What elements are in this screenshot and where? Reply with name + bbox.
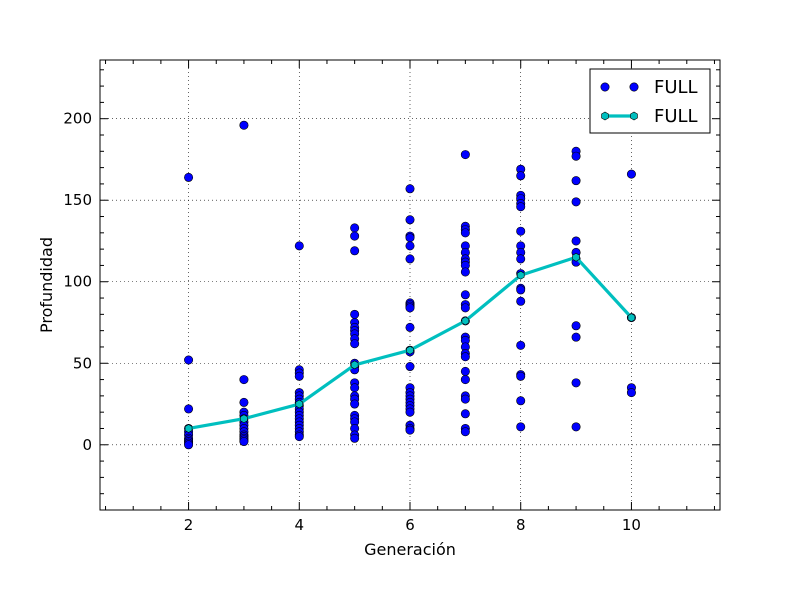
line-marker (572, 252, 580, 262)
y-axis-label: Profundidad (37, 237, 56, 333)
scatter-point (350, 309, 360, 319)
scatter-point (460, 290, 470, 300)
scatter-point (184, 172, 194, 182)
scatter-point (460, 228, 470, 238)
scatter-point (571, 176, 581, 186)
scatter-point (350, 339, 360, 349)
x-tick-label: 6 (405, 516, 415, 534)
scatter-point (516, 371, 526, 381)
scatter-point (239, 375, 249, 385)
scatter-point (350, 231, 360, 241)
scatter-point (460, 409, 470, 419)
scatter-point (405, 241, 415, 251)
scatter-point (350, 246, 360, 256)
legend-entry-scatter: FULL (600, 77, 698, 98)
scatter-point (405, 425, 415, 435)
scatter-point (516, 296, 526, 306)
scatter-point (184, 404, 194, 414)
scatter-point (571, 321, 581, 331)
legend-box (589, 68, 711, 134)
line-marker (461, 316, 470, 326)
scatter-point (626, 388, 636, 398)
scatter-point (571, 422, 581, 432)
scatter-point (405, 362, 415, 372)
scatter-point (294, 371, 304, 381)
scatter-point (626, 169, 636, 179)
legend: FULL FULL (589, 68, 711, 134)
legend-marker (600, 82, 610, 92)
scatter-point (571, 197, 581, 207)
scatter-point (460, 150, 470, 160)
line-marker (184, 424, 193, 433)
x-axis-label: Generación (364, 540, 456, 559)
scatter-point (350, 223, 360, 233)
line-marker (240, 414, 248, 424)
scatter-point (239, 120, 249, 130)
scatter-point (460, 352, 470, 362)
x-tick-label: 10 (622, 516, 641, 534)
scatter-point (405, 254, 415, 264)
scatter-point (571, 332, 581, 342)
scatter-point (239, 397, 249, 407)
scatter-point (405, 303, 415, 313)
scatter-point (294, 432, 304, 442)
scatter-point (350, 383, 360, 393)
x-tick-label: 4 (295, 516, 305, 534)
scatter-point (239, 437, 249, 447)
scatter-point (405, 322, 415, 332)
legend-marker (629, 82, 639, 92)
scatter-point (516, 202, 526, 212)
y-tick-label: 100 (63, 273, 92, 291)
x-tick-label: 2 (184, 516, 194, 534)
scatter-point (516, 396, 526, 406)
scatter-point (350, 433, 360, 443)
plot-area (184, 120, 636, 450)
scatter-point (460, 394, 470, 404)
scatter-point (516, 285, 526, 295)
legend-label: FULL (654, 77, 698, 98)
scatter-point (184, 440, 194, 450)
y-tick-label: 200 (63, 110, 92, 128)
scatter-point (516, 422, 526, 432)
x-tick-label: 8 (516, 516, 526, 534)
scatter-point (184, 355, 194, 365)
scatter-point (460, 375, 470, 385)
legend-entry-line: FULL (601, 106, 698, 127)
scatter-point (405, 233, 415, 243)
scatter-point (405, 184, 415, 194)
scatter-point (516, 226, 526, 236)
scatter-point (405, 215, 415, 225)
line-marker (406, 345, 414, 355)
line-marker (627, 313, 636, 322)
line-marker (516, 270, 525, 280)
scatter-point (516, 254, 526, 264)
line-marker (350, 360, 359, 370)
legend-label: FULL (654, 106, 698, 127)
scatter-point (405, 407, 415, 417)
y-tick-label: 150 (63, 191, 92, 209)
scatter-point (571, 151, 581, 161)
scatter-point (571, 378, 581, 388)
legend-marker (601, 111, 609, 121)
scatter-point (460, 366, 470, 376)
y-tick-label: 50 (73, 354, 92, 372)
line-marker (295, 399, 304, 409)
scatter-point (460, 427, 470, 437)
scatter-point (294, 241, 304, 251)
legend-marker (630, 111, 638, 121)
scatter-point (571, 236, 581, 246)
scatter-point (350, 399, 360, 409)
y-tick-label: 0 (82, 436, 92, 454)
scatter-point (516, 171, 526, 181)
scatter-point (516, 340, 526, 350)
scatter-point (460, 267, 470, 277)
scatter-point (460, 303, 470, 313)
